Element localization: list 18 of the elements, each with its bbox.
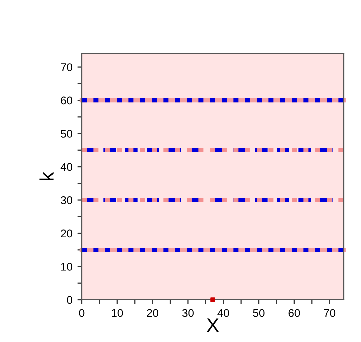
y-tick-label: 60 [61, 96, 73, 105]
y-tick-label: 10 [61, 263, 73, 271]
y-tick-label: 30 [61, 196, 73, 204]
x-tick-label: 20 [147, 309, 159, 318]
x-tick-label: 60 [288, 309, 300, 318]
y-tick-label: 0 [67, 296, 73, 304]
y-tick-label: 50 [61, 130, 73, 138]
x-tick-label: 10 [112, 309, 124, 318]
x-tick-label: 70 [324, 309, 336, 318]
x-tick-label: 0 [79, 309, 85, 318]
y-axis-title: k [40, 172, 54, 181]
y-tick-label: 70 [61, 64, 73, 72]
x-tick-label: 30 [182, 309, 194, 318]
x-tick-label: 40 [218, 309, 230, 318]
x-tick-label: 50 [253, 309, 265, 318]
x-axis-title: X [206, 318, 220, 332]
y-tick-label: 40 [60, 163, 73, 172]
y-tick-label: 20 [61, 230, 73, 238]
